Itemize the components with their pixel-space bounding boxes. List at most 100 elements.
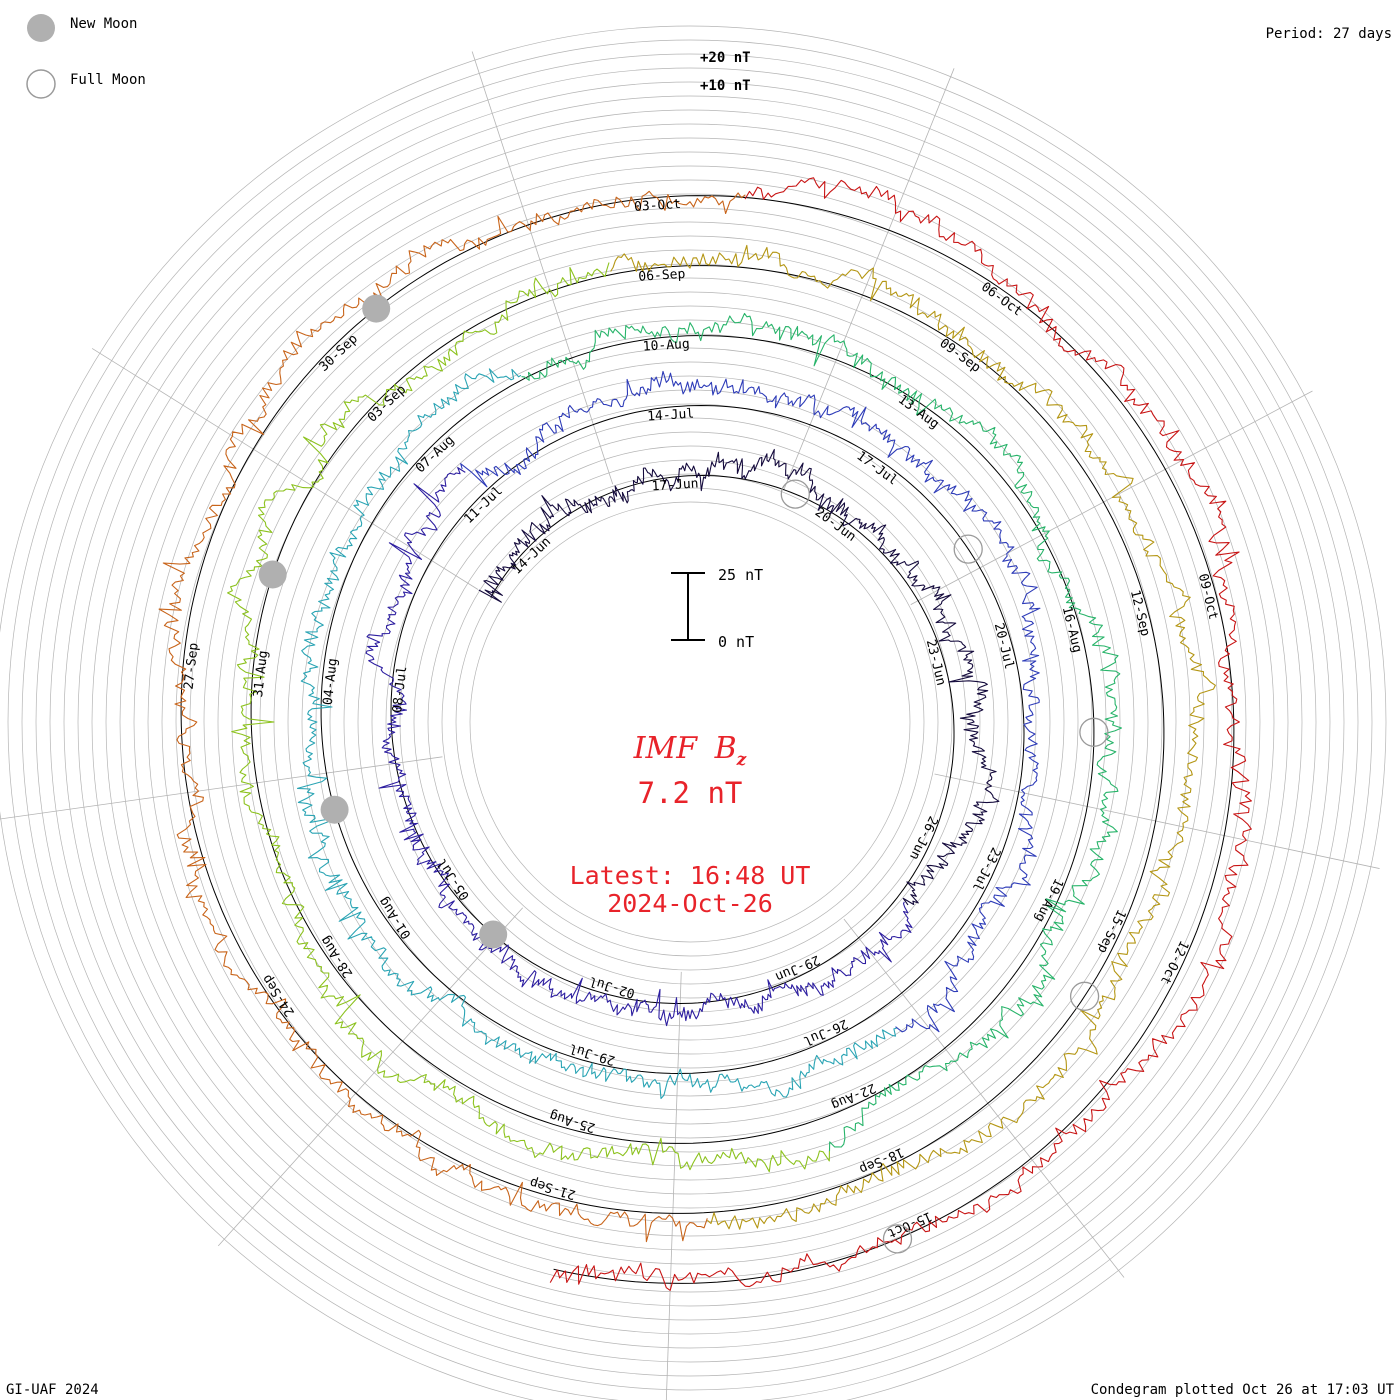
grid-ring — [427, 459, 953, 985]
new-moon-marker — [258, 560, 287, 589]
date-tick-label: 03-Oct — [634, 197, 682, 215]
grid-ring — [385, 417, 995, 1027]
date-tick-label: 23-Jul — [969, 845, 1003, 894]
grid-ring — [273, 305, 1107, 1139]
period-label: Period: 27 days — [1266, 26, 1392, 42]
parameter-title: IMF Bz — [633, 731, 747, 770]
date-tick-label: 12-Oct — [1157, 938, 1191, 987]
date-tick-label: 14-Jun — [510, 534, 554, 577]
date-tick-label: 26-Jul — [801, 1016, 850, 1049]
new-moon-marker — [320, 795, 349, 824]
date-tick-label: 15-Oct — [885, 1208, 934, 1241]
grid-ring — [231, 263, 1149, 1181]
day-spoke — [91, 348, 479, 590]
grid-ring — [7, 39, 1373, 1400]
day-spoke — [910, 390, 1313, 605]
footer-timestamp: Condegram plotted Oct 26 at 17:03 UT — [1091, 1382, 1395, 1398]
scale-bar-bottom-label: 0 nT — [718, 633, 754, 651]
date-tick-label: 17-Jun — [651, 476, 699, 494]
scale-bar: 25 nT 0 nT — [671, 566, 763, 651]
latest-date: 2024-Oct-26 — [607, 889, 773, 918]
day-spoke — [665, 971, 682, 1400]
series-rotation-6 — [610, 244, 1216, 1230]
date-tick-label: 14-Jul — [647, 407, 695, 425]
date-tick-label: 31-Aug — [251, 650, 271, 698]
grid-ring — [343, 375, 1037, 1069]
full-moon-marker — [953, 534, 983, 564]
ring-scale-top: +20 nT — [700, 50, 751, 66]
new-moon-marker — [479, 920, 508, 949]
date-tick-label: 07-Aug — [413, 433, 457, 476]
grid-ring — [329, 361, 1051, 1083]
data-series — [158, 177, 1252, 1291]
grid-ring — [203, 235, 1177, 1209]
day-spoke — [783, 68, 955, 491]
date-tick-label: 26-Jun — [906, 813, 940, 862]
date-tick-label: 04-Aug — [321, 658, 341, 706]
grid-ring — [63, 95, 1317, 1349]
full-moon-marker — [1069, 981, 1100, 1011]
date-tick-label: 30-Sep — [317, 331, 361, 374]
grid-ring — [147, 179, 1233, 1265]
grid-ring — [77, 109, 1303, 1335]
date-tick-label: 27-Sep — [182, 642, 202, 691]
grid-ring — [469, 501, 911, 943]
new-moon-legend-icon — [27, 14, 55, 42]
date-tick-label: 19-Aug — [1031, 876, 1065, 925]
grid-ring — [301, 333, 1079, 1111]
latest-time: Latest: 16:48 UT — [570, 861, 811, 890]
grid-ring — [35, 67, 1345, 1377]
new-moon-marker — [362, 294, 391, 323]
grid-ring — [287, 319, 1093, 1125]
grid-ring — [441, 473, 939, 971]
grid-ring — [413, 445, 967, 999]
day-spoke — [217, 907, 524, 1247]
full-moon-marker — [780, 479, 810, 509]
current-value: 7.2 nT — [638, 776, 743, 810]
grid-ring — [455, 487, 925, 957]
series-rotation-2 — [460, 370, 1041, 1033]
day-spoke — [843, 918, 1125, 1278]
date-tick-label: 15-Sep — [1094, 907, 1128, 956]
date-labels: 14-Jun17-Jun20-Jun23-Jun26-Jun29-Jun02-J… — [182, 197, 1221, 1241]
series-rotation-3 — [296, 368, 897, 1100]
date-tick-label: 06-Sep — [638, 267, 686, 285]
date-tick-label: 22-Aug — [829, 1080, 878, 1113]
grid-ring — [21, 53, 1359, 1391]
day-spoke — [934, 773, 1380, 869]
day-spoke — [471, 51, 614, 485]
grid-ring — [259, 291, 1121, 1153]
new-moon-legend-label: New Moon — [70, 16, 137, 32]
scale-bar-top-label: 25 nT — [718, 566, 763, 584]
date-tick-label: 29-Jun — [773, 952, 822, 985]
day-spokes — [0, 51, 1380, 1400]
grid-ring — [175, 207, 1205, 1237]
full-moon-marker — [882, 1224, 913, 1254]
series-rotation-5 — [227, 262, 830, 1173]
grid-ring — [245, 277, 1135, 1167]
full-moon-legend-icon — [26, 69, 56, 99]
date-tick-label: 11-Jul — [461, 484, 505, 527]
grid-ring — [371, 403, 1009, 1041]
grid-ring — [133, 165, 1247, 1279]
series-rotation-4 — [521, 312, 1123, 1152]
grid-ring — [161, 193, 1219, 1251]
footer-credit: GI-UAF 2024 — [6, 1382, 99, 1398]
grid-ring — [91, 123, 1289, 1321]
series-rotation-7 — [158, 190, 746, 1243]
grid-ring — [119, 151, 1261, 1293]
grid-ring — [217, 249, 1163, 1195]
grid-ring — [399, 431, 981, 1013]
grid-ring — [189, 221, 1191, 1223]
date-tick-label: 08-Jul — [390, 665, 410, 713]
date-tick-label: 10-Aug — [642, 337, 690, 355]
moon-markers — [258, 294, 1109, 1254]
series-rotation-8 — [549, 177, 1252, 1291]
grid-ring — [0, 25, 1387, 1400]
grid-rings — [0, 25, 1387, 1400]
ring-scale-inner: +10 nT — [700, 78, 751, 94]
grid-ring — [105, 137, 1275, 1307]
grid-ring — [49, 81, 1331, 1363]
full-moon-legend-label: Full Moon — [70, 72, 146, 88]
